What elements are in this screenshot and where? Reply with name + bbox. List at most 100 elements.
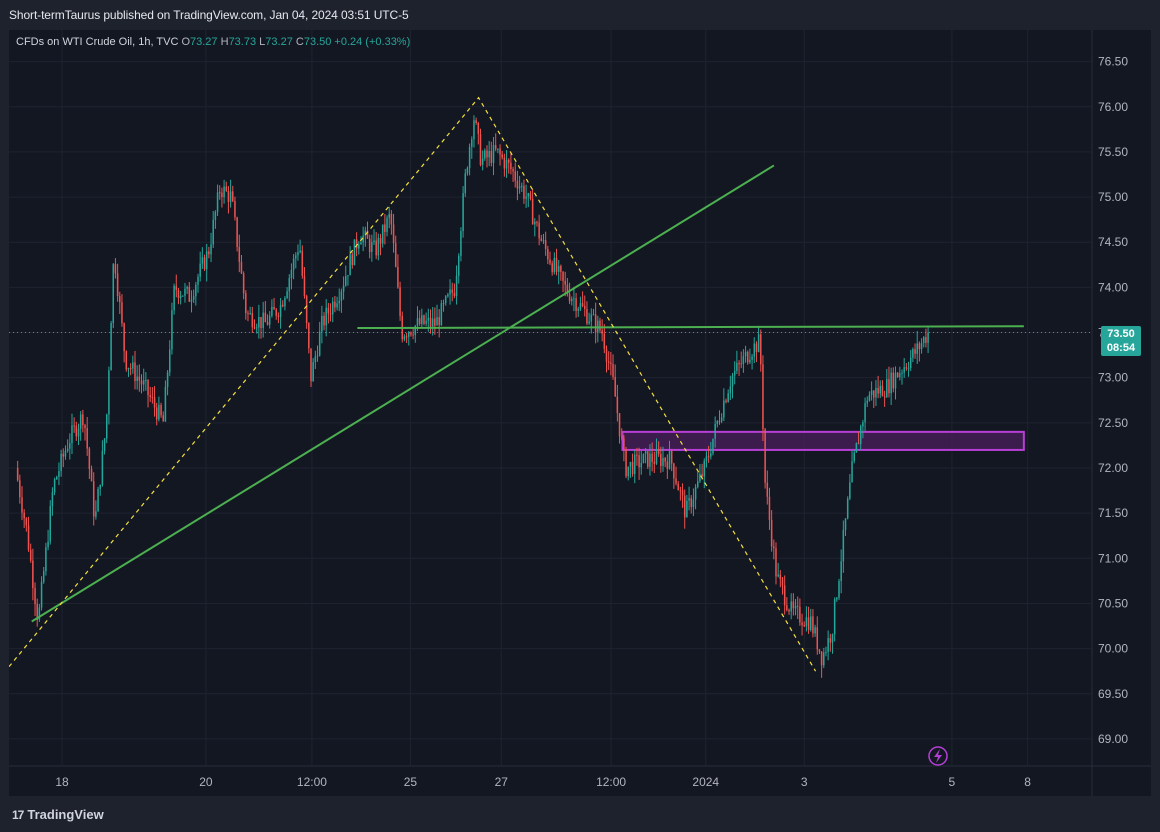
candle xyxy=(242,271,245,300)
candle-body xyxy=(673,463,675,479)
candle xyxy=(818,649,821,654)
candle-body xyxy=(555,257,558,272)
candle-body xyxy=(788,609,790,612)
candle-body xyxy=(607,361,610,363)
candle xyxy=(549,251,551,266)
candle-body xyxy=(475,120,477,123)
candle xyxy=(877,375,879,399)
chart-area[interactable]: 76.50 76.00 75.50 75.00 74.50 74.00 73.50 73.00… xyxy=(9,30,1151,796)
candle xyxy=(901,369,903,385)
candle-body xyxy=(442,303,445,305)
candle-body xyxy=(251,313,254,328)
candle-body xyxy=(171,310,173,350)
candle-body xyxy=(723,400,725,418)
candle xyxy=(342,276,345,300)
candle-body xyxy=(310,348,312,382)
candle xyxy=(208,246,210,259)
candle-body xyxy=(381,224,384,244)
candle xyxy=(683,489,686,529)
candle xyxy=(888,366,890,398)
candle-body xyxy=(142,380,145,385)
x-tick-label: 5 xyxy=(949,775,956,789)
candle-body xyxy=(179,295,182,298)
candle xyxy=(786,597,788,612)
candle-body xyxy=(757,334,760,353)
candle-body xyxy=(742,356,745,364)
candle-body xyxy=(825,651,827,653)
candle xyxy=(138,364,141,392)
candle-body xyxy=(355,239,358,249)
candle xyxy=(842,520,845,573)
candle-body xyxy=(505,159,508,169)
candle-body xyxy=(134,362,136,382)
candle-body xyxy=(403,336,406,340)
candle xyxy=(225,181,228,192)
candle xyxy=(171,302,173,355)
candle-body xyxy=(336,303,338,308)
candle-body xyxy=(166,372,169,387)
y-tick-label: 75.00 xyxy=(1098,190,1128,204)
candle xyxy=(88,446,91,479)
candle-body xyxy=(90,468,93,482)
candle-body xyxy=(510,162,512,170)
candle xyxy=(916,330,918,364)
candle xyxy=(570,296,573,306)
candle-body xyxy=(894,372,897,389)
candle-body xyxy=(590,314,593,322)
candle-body xyxy=(421,315,423,324)
candle-body xyxy=(779,574,782,580)
candle xyxy=(142,368,145,392)
candle xyxy=(277,312,280,324)
candle-body xyxy=(132,362,134,369)
candle-body xyxy=(212,219,214,245)
candle-body xyxy=(451,289,453,293)
candle xyxy=(760,329,762,372)
y-tick-label: 73.00 xyxy=(1098,371,1128,385)
candle-body xyxy=(870,390,873,396)
candle-body xyxy=(581,303,584,307)
candle-body xyxy=(603,333,606,349)
candle xyxy=(499,144,501,166)
candle-body xyxy=(32,560,34,589)
candle xyxy=(731,372,734,399)
candle-body xyxy=(727,393,729,402)
candle xyxy=(783,575,786,615)
candle-body xyxy=(531,198,534,225)
candle xyxy=(927,325,929,354)
candle xyxy=(712,438,714,456)
candle xyxy=(108,366,110,425)
candle xyxy=(168,340,171,377)
candle xyxy=(746,350,749,365)
candle xyxy=(514,162,517,188)
candle-body xyxy=(242,273,245,294)
candle-body xyxy=(429,317,432,327)
candle-body xyxy=(379,237,382,244)
candle xyxy=(679,486,682,501)
candle-body xyxy=(277,315,280,317)
candle-body xyxy=(660,454,662,466)
lightning-bolt-icon[interactable] xyxy=(928,746,948,766)
candle xyxy=(638,447,640,480)
candle-body xyxy=(918,343,921,350)
candle-body xyxy=(95,511,97,517)
candle-body xyxy=(629,461,632,467)
candle xyxy=(707,445,710,463)
x-tick-label: 12:00 xyxy=(297,775,327,789)
candle xyxy=(123,322,125,363)
candle-body xyxy=(208,251,210,255)
candle-body xyxy=(790,601,792,612)
candle xyxy=(32,548,34,601)
candle xyxy=(536,220,538,227)
candle xyxy=(399,281,401,321)
price-chart[interactable]: 76.50 76.00 75.50 75.00 74.50 74.00 73.50 73.00… xyxy=(9,30,1151,796)
x-tick-label: 12:00 xyxy=(596,775,626,789)
candle xyxy=(408,331,410,346)
candle-body xyxy=(425,320,427,324)
tradingview-brand[interactable]: 17 TradingView xyxy=(12,807,104,822)
candle xyxy=(534,218,536,237)
candle-body xyxy=(19,480,21,498)
candle xyxy=(308,322,310,354)
candle-body xyxy=(153,397,156,408)
candle-body xyxy=(755,343,758,353)
candle xyxy=(690,495,693,514)
